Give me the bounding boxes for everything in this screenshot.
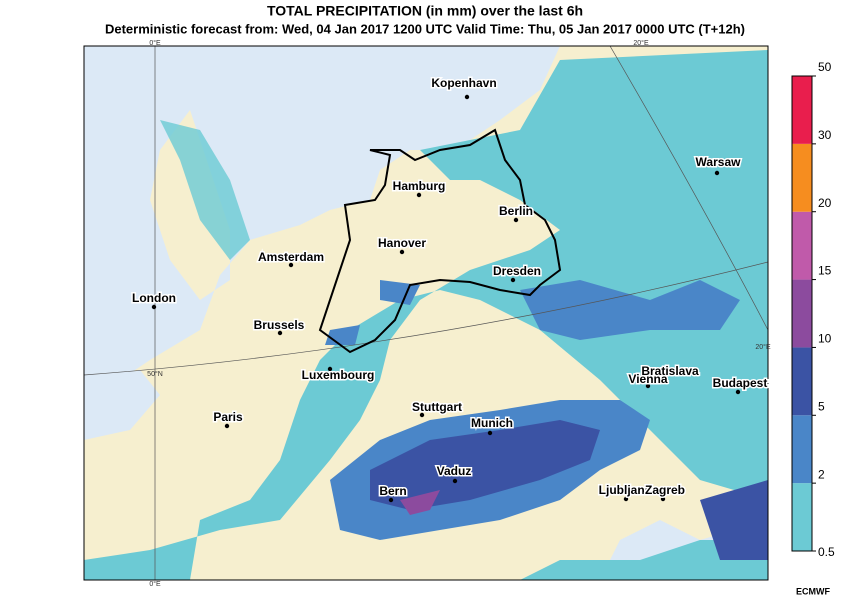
graticule-label: 0°E [149,39,161,47]
colorbar-tick-label: 30 [818,128,832,142]
graticule-label: 20°E [633,39,649,47]
colorbar: 0.5 2 5 10 15 20 30 50 [791,60,835,559]
colorbar-segment [792,76,812,144]
colorbar-tick-label: 5 [818,399,825,413]
city-dot [452,478,458,484]
precipitation [84,50,768,580]
city-label: Vienna [628,372,667,386]
city-label: Budapest [713,376,768,390]
city-dot [660,496,666,502]
city-label: Ljubljana [599,483,652,497]
colorbar-tick-label: 15 [818,264,832,278]
city-dot [151,304,157,310]
city-label: Bern [379,484,406,498]
city-label: Amsterdam [258,250,324,264]
map-area [84,46,768,580]
colorbar-tick-label: 0.5 [818,545,835,559]
city-dot [288,262,294,268]
graticule-label: 0°E [149,580,161,588]
credit: ECMWF [796,586,830,596]
graticule [84,46,768,580]
city-label: London [132,291,176,305]
city-dot [623,496,629,502]
city-label: Kopenhavn [431,76,496,90]
colorbar-segment [792,143,812,212]
city-dot [419,412,425,418]
colorbar-segment [792,211,812,280]
city-dot [735,389,741,395]
city-dot [510,277,516,283]
city-dot [464,94,470,100]
city-dot [645,383,651,389]
city-dot [513,217,519,223]
city-dot [388,497,394,503]
graticule-label: 20°E [755,343,771,351]
city-label: Vaduz [437,464,472,478]
city-label: Munich [471,416,513,430]
city-dot [645,375,651,381]
city-label: Berlin [499,204,533,218]
city-label: Bratislava [641,364,699,378]
city-label: Brussels [254,318,305,332]
city-label: Paris [213,410,243,424]
colorbar-segment [792,415,812,484]
colorbar-segment [792,279,812,348]
colorbar-tick-label: 20 [818,196,832,210]
city-dot [327,366,333,372]
graticule-label: 50°N [147,370,163,378]
title: TOTAL PRECIPITATION (in mm) over the las… [267,3,583,19]
city-layer: Kopenhavn Hamburg Berlin Warsaw Hanover Amste… [131,39,771,588]
colorbar-frame [791,75,813,552]
city-dot [416,192,422,198]
city-dot [399,249,405,255]
city-label: Zagreb [645,483,685,497]
city-label: Warsaw [696,155,742,169]
city-label: Dresden [493,264,541,278]
colorbar-segment [792,347,812,416]
colorbar-segment [792,483,812,551]
city-dot [714,170,720,176]
colorbar-tick-label: 2 [818,467,825,481]
city-label: Hanover [378,236,426,250]
subtitle: Deterministic forecast from: Wed, 04 Jan… [105,21,745,36]
colorbar-tick-label: 50 [818,60,832,74]
city-label: Luxembourg [302,368,375,382]
colorbar-tick-label: 10 [818,332,832,346]
germany-border [318,128,562,354]
city-dot [487,430,493,436]
map-frame [83,45,769,581]
city-dot [224,423,230,429]
city-label: Stuttgart [412,400,462,414]
city-label: Hamburg [393,179,446,193]
city-dot [277,330,283,336]
